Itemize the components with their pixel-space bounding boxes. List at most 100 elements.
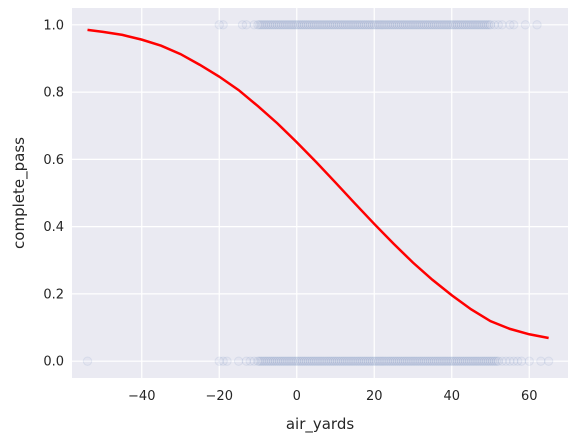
data-point xyxy=(311,356,321,366)
data-point xyxy=(443,356,453,366)
data-point xyxy=(460,356,471,366)
data-point xyxy=(375,20,385,30)
data-point xyxy=(295,356,306,366)
y-tick-label: 0.0 xyxy=(43,355,64,370)
x-tick-label: −20 xyxy=(206,389,233,404)
data-point xyxy=(423,356,434,366)
data-point xyxy=(433,356,443,366)
data-point xyxy=(410,20,420,30)
data-point xyxy=(323,356,333,366)
data-point xyxy=(406,356,416,366)
data-point xyxy=(466,356,476,366)
data-point xyxy=(355,20,366,30)
data-point xyxy=(429,356,440,366)
data-point xyxy=(214,356,224,366)
data-point xyxy=(303,20,314,30)
data-point xyxy=(491,356,502,366)
data-point xyxy=(276,20,286,30)
data-point xyxy=(501,356,511,366)
x-tick-labels: −40 −20 0 20 40 60 xyxy=(128,389,537,404)
data-point xyxy=(354,20,364,30)
data-point xyxy=(400,20,410,30)
data-point xyxy=(286,356,296,366)
data-point xyxy=(474,20,484,30)
data-point xyxy=(478,20,488,30)
data-point xyxy=(435,356,445,366)
data-point xyxy=(293,20,304,30)
data-point xyxy=(264,356,275,366)
data-point xyxy=(427,356,438,366)
data-point xyxy=(342,356,352,366)
data-point xyxy=(396,20,407,30)
data-point xyxy=(253,20,263,30)
data-point xyxy=(410,356,420,366)
data-point xyxy=(270,20,281,30)
data-point xyxy=(437,356,447,366)
data-point xyxy=(241,20,252,30)
data-point xyxy=(293,356,304,366)
data-point xyxy=(373,20,383,30)
data-point xyxy=(398,20,409,30)
data-point xyxy=(373,356,383,366)
data-point xyxy=(489,20,500,30)
data-point xyxy=(371,20,381,30)
data-point xyxy=(214,20,224,30)
data-point xyxy=(241,356,252,366)
data-point xyxy=(255,356,265,366)
data-point xyxy=(379,20,389,30)
data-point xyxy=(414,20,424,30)
data-point xyxy=(369,356,379,366)
data-point xyxy=(524,356,534,366)
data-point xyxy=(367,356,378,366)
data-point xyxy=(255,20,265,30)
data-point xyxy=(416,20,426,30)
data-point xyxy=(443,20,453,30)
data-point xyxy=(359,20,370,30)
data-point xyxy=(218,20,228,30)
data-point xyxy=(346,356,356,366)
data-point xyxy=(388,356,399,366)
data-point xyxy=(276,356,286,366)
data-point xyxy=(425,20,436,30)
data-point xyxy=(297,20,308,30)
data-point xyxy=(338,20,348,30)
data-point xyxy=(262,20,273,30)
plot-background xyxy=(72,8,568,378)
data-point xyxy=(237,20,248,30)
data-point xyxy=(419,20,430,30)
data-point xyxy=(454,356,465,366)
data-point xyxy=(266,356,277,366)
data-point xyxy=(274,20,285,30)
data-point xyxy=(412,356,422,366)
data-point xyxy=(334,356,345,366)
data-point xyxy=(447,20,457,30)
data-point xyxy=(441,20,451,30)
data-point xyxy=(414,356,424,366)
data-point xyxy=(328,356,339,366)
data-point xyxy=(462,20,472,30)
y-tick-label: 0.2 xyxy=(43,287,64,302)
data-point xyxy=(354,356,364,366)
data-point xyxy=(280,356,290,366)
data-point xyxy=(431,20,441,30)
data-point xyxy=(464,356,474,366)
data-point xyxy=(381,356,391,366)
data-point xyxy=(218,356,228,366)
data-point xyxy=(460,20,471,30)
data-point xyxy=(336,356,347,366)
data-point xyxy=(505,356,515,366)
data-point xyxy=(445,356,455,366)
data-point xyxy=(383,356,393,366)
x-tick-label: 40 xyxy=(443,389,460,404)
data-point xyxy=(421,356,432,366)
data-point xyxy=(330,356,341,366)
data-point xyxy=(385,20,395,30)
data-point xyxy=(324,20,335,30)
data-point xyxy=(359,356,370,366)
data-point xyxy=(365,356,376,366)
data-point xyxy=(355,356,366,366)
data-point xyxy=(493,356,503,366)
data-point xyxy=(245,356,255,366)
scatter-points xyxy=(82,20,554,366)
data-point xyxy=(379,356,389,366)
